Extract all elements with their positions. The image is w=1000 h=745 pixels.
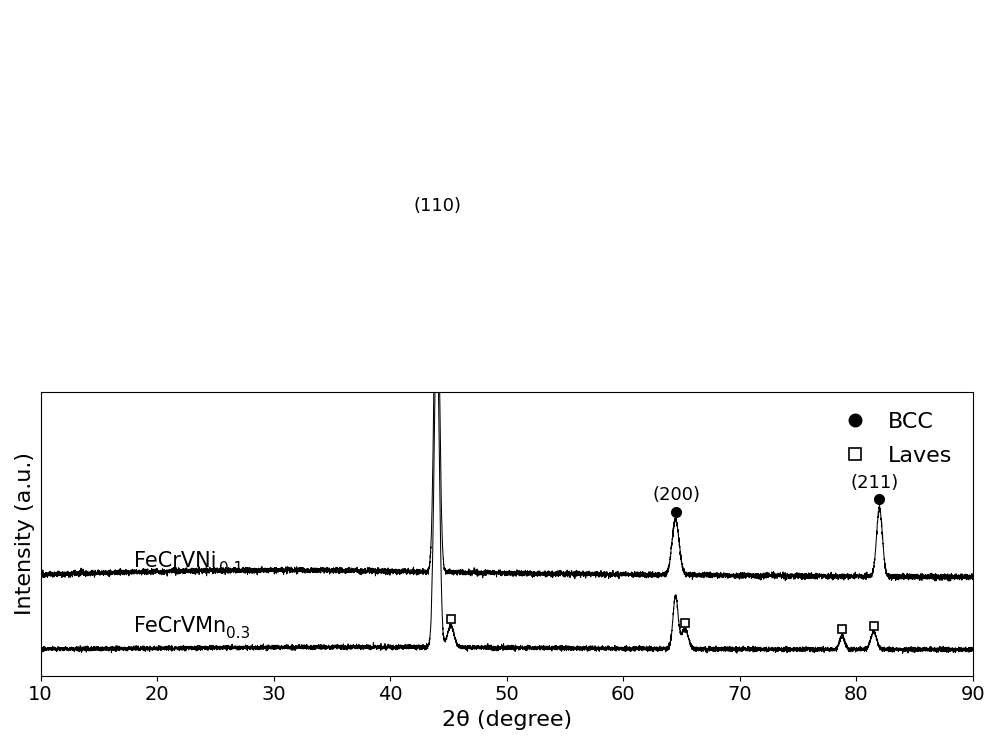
Text: FeCrVMn: FeCrVMn — [134, 616, 226, 636]
X-axis label: 2θ (degree): 2θ (degree) — [442, 710, 572, 730]
Text: (200): (200) — [652, 486, 700, 504]
Text: (110): (110) — [413, 197, 461, 215]
Y-axis label: Intensity (a.u.): Intensity (a.u.) — [15, 452, 35, 615]
Text: (211): (211) — [850, 474, 899, 492]
Text: FeCrVNi: FeCrVNi — [134, 551, 216, 571]
Text: 0.3: 0.3 — [226, 627, 250, 641]
Text: 0.1: 0.1 — [219, 561, 243, 576]
Legend: BCC, Laves: BCC, Laves — [824, 403, 962, 475]
